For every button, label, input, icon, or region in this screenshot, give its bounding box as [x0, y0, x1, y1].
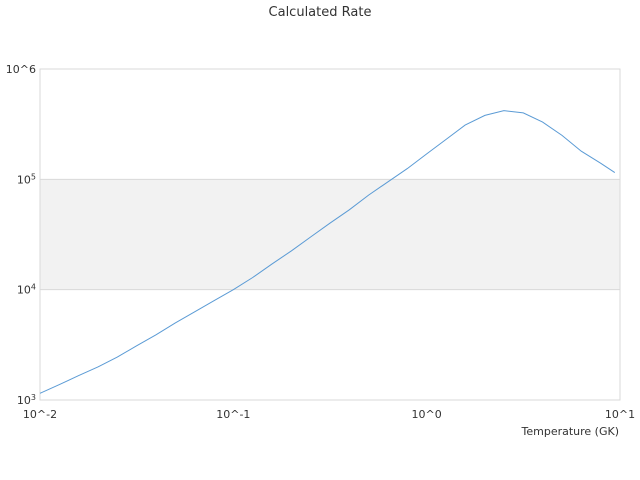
- chart-title: Calculated Rate: [269, 5, 372, 20]
- x-tick-label: 10^-1: [216, 408, 250, 421]
- x-tick-label: 10^-2: [23, 408, 57, 421]
- plot-bands: [40, 179, 620, 290]
- x-axis-tick-labels: 10^-2 10^-1 10^0 10^1: [23, 408, 635, 421]
- rate-series-line: [39, 110, 616, 394]
- x-tick-label: 10^1: [605, 408, 635, 421]
- plot-frame: [39, 68, 621, 401]
- y-axis-tick-labels: 103 104 105 10^6: [6, 63, 36, 407]
- x-axis-title: Temperature (GK): [521, 425, 620, 438]
- y-tick-label: 105: [17, 172, 36, 186]
- y-tick-label: 10^6: [6, 63, 36, 76]
- plot-band: [40, 179, 620, 290]
- x-tick-label: 10^0: [412, 408, 442, 421]
- y-tick-label: 104: [17, 283, 36, 297]
- y-tick-label: 103: [17, 393, 36, 407]
